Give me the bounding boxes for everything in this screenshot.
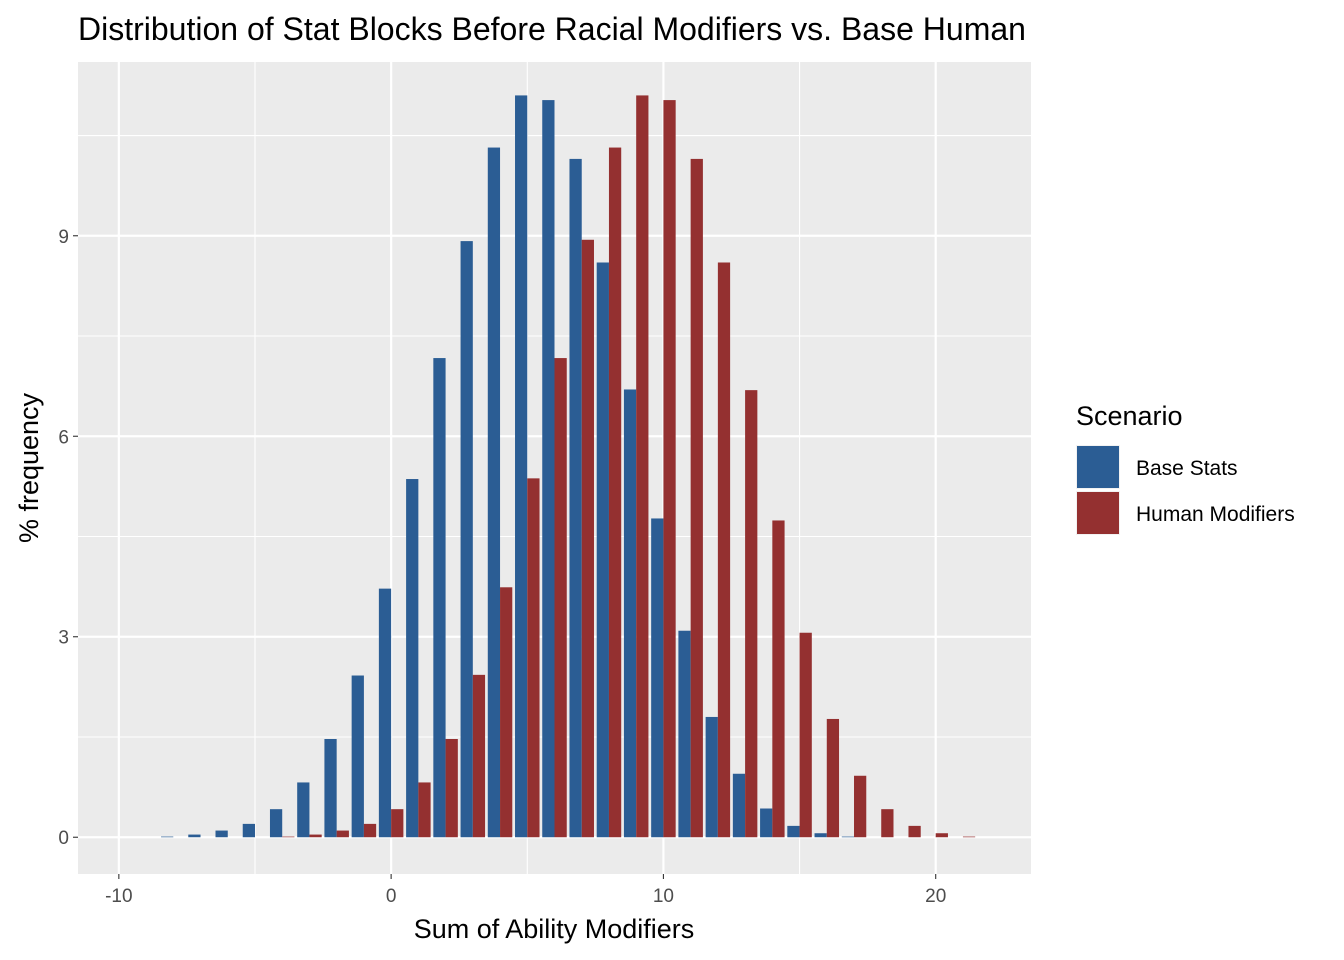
bar-base-stats bbox=[324, 739, 337, 838]
bar-base-stats bbox=[841, 836, 855, 838]
legend-title: Scenario bbox=[1076, 401, 1183, 431]
y-tick-label: 3 bbox=[58, 628, 69, 649]
bar-base-stats bbox=[787, 825, 800, 838]
bar-human-modifiers bbox=[282, 836, 295, 838]
bar-human-modifiers bbox=[500, 587, 513, 838]
bars bbox=[161, 95, 976, 838]
bar-human-modifiers bbox=[391, 809, 404, 838]
bar-base-stats bbox=[161, 836, 174, 838]
bar-base-stats bbox=[732, 773, 746, 838]
bar-human-modifiers bbox=[772, 520, 785, 838]
bar-human-modifiers bbox=[663, 100, 676, 838]
bar-human-modifiers bbox=[636, 95, 649, 838]
bar-human-modifiers bbox=[908, 825, 921, 838]
legend-swatch-human-modifiers bbox=[1077, 492, 1119, 534]
bar-base-stats bbox=[651, 518, 664, 838]
bar-human-modifiers bbox=[826, 718, 840, 838]
bar-human-modifiers bbox=[472, 674, 486, 838]
legend-label-human-modifiers: Human Modifiers bbox=[1136, 503, 1295, 526]
x-tick-label: 10 bbox=[653, 886, 674, 907]
bar-human-modifiers bbox=[581, 239, 594, 838]
bar-human-modifiers bbox=[445, 739, 458, 838]
bar-base-stats bbox=[705, 716, 718, 838]
bar-base-stats bbox=[596, 262, 609, 838]
bar-human-modifiers bbox=[554, 358, 567, 838]
y-tick-label: 0 bbox=[58, 828, 69, 849]
bar-base-stats bbox=[487, 147, 501, 838]
bar-human-modifiers bbox=[363, 823, 377, 838]
bar-base-stats bbox=[542, 100, 555, 838]
y-tick-label: 9 bbox=[58, 227, 69, 248]
x-tick-label: 20 bbox=[925, 886, 946, 907]
legend-label-base-stats: Base Stats bbox=[1136, 457, 1238, 480]
bar-human-modifiers bbox=[690, 158, 703, 838]
x-tick-label: -10 bbox=[105, 886, 132, 907]
bar-base-stats bbox=[215, 830, 228, 838]
bar-base-stats bbox=[297, 782, 310, 838]
bar-base-stats bbox=[814, 833, 827, 838]
x-axis: -10 0 10 20 bbox=[105, 874, 946, 907]
x-axis-title: Sum of Ability Modifiers bbox=[414, 914, 695, 944]
bar-human-modifiers bbox=[309, 834, 322, 838]
bar-base-stats bbox=[760, 808, 773, 838]
bar-base-stats bbox=[378, 588, 392, 838]
bar-human-modifiers bbox=[962, 836, 976, 838]
bar-human-modifiers bbox=[745, 390, 758, 838]
bar-human-modifiers bbox=[336, 830, 349, 838]
bar-base-stats bbox=[515, 95, 528, 838]
y-tick-label: 6 bbox=[58, 427, 69, 448]
bar-base-stats bbox=[460, 241, 473, 838]
bar-human-modifiers bbox=[935, 833, 948, 838]
bar-human-modifiers bbox=[799, 632, 812, 838]
bar-base-stats bbox=[406, 479, 419, 838]
y-axis: 0 3 6 9 bbox=[58, 227, 78, 849]
bar-base-stats bbox=[242, 823, 255, 838]
bar-human-modifiers bbox=[608, 147, 622, 838]
x-tick-label: 0 bbox=[386, 886, 397, 907]
bar-base-stats bbox=[678, 630, 691, 838]
bar-human-modifiers bbox=[881, 809, 894, 838]
bar-human-modifiers bbox=[854, 775, 867, 838]
y-axis-title: % frequency bbox=[14, 392, 44, 543]
bar-base-stats bbox=[569, 158, 582, 838]
bar-human-modifiers bbox=[527, 478, 540, 838]
bar-base-stats bbox=[188, 834, 201, 838]
bar-base-stats bbox=[433, 358, 446, 838]
bar-base-stats bbox=[269, 809, 283, 838]
bar-human-modifiers bbox=[418, 782, 431, 838]
chart-title: Distribution of Stat Blocks Before Racia… bbox=[78, 11, 1026, 47]
bar-human-modifiers bbox=[717, 262, 731, 838]
legend-swatch-base-stats bbox=[1077, 446, 1119, 488]
legend: Scenario Base Stats Human Modifiers bbox=[1076, 401, 1295, 535]
bar-base-stats bbox=[351, 675, 364, 838]
bar-base-stats bbox=[623, 389, 637, 838]
